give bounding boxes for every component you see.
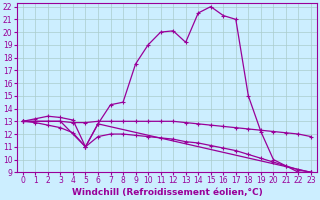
X-axis label: Windchill (Refroidissement éolien,°C): Windchill (Refroidissement éolien,°C) [72, 188, 262, 197]
